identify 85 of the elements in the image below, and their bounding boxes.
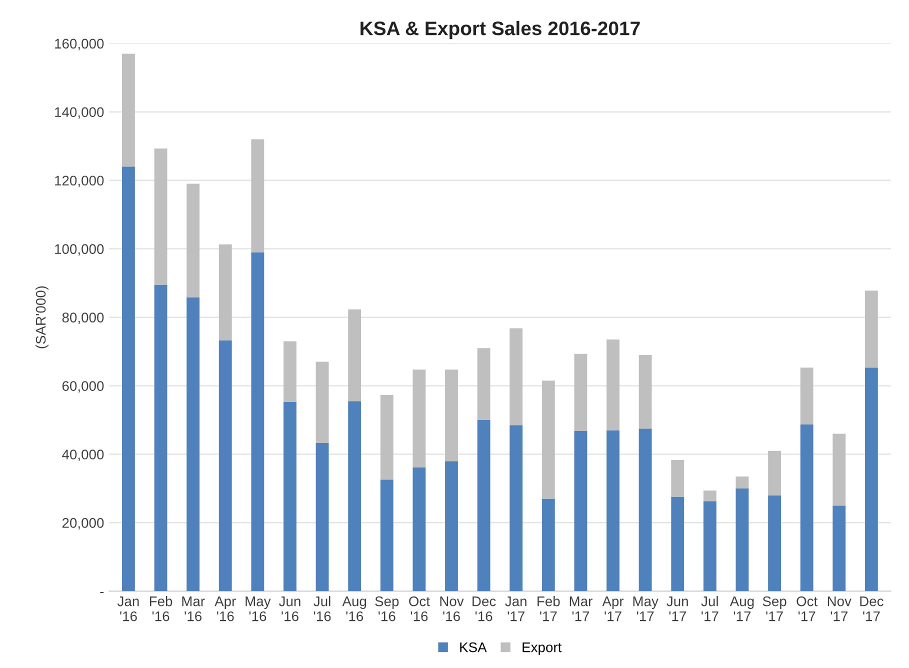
bar [736, 476, 749, 488]
bar [736, 488, 749, 592]
bar [477, 348, 490, 420]
bar [638, 354, 652, 429]
x-tick-label: Aug '17 [730, 596, 754, 622]
y-tick-label: 60,000 [62, 381, 104, 393]
x-tick-label: Apr '16 [214, 596, 236, 622]
bar [445, 461, 458, 592]
x-tick-label: Oct '17 [796, 596, 818, 622]
bar [800, 368, 814, 424]
y-tick-label: 160,000 [55, 38, 104, 50]
bar [284, 341, 296, 402]
y-tick-label: 40,000 [62, 450, 104, 462]
legend-label: Export [522, 642, 562, 655]
bar [218, 244, 232, 340]
x-tick-label: Oct '16 [409, 596, 430, 622]
legend-label: KSA [460, 642, 487, 652]
bar [380, 480, 394, 592]
bar [154, 148, 168, 285]
x-tick-label: Jun '16 [279, 596, 300, 622]
bar [316, 442, 329, 592]
bar [186, 297, 200, 592]
bar [445, 370, 458, 462]
x-tick-label: Feb '17 [538, 596, 560, 622]
y-tick-label: 20,000 [62, 518, 104, 530]
bar [703, 490, 716, 502]
bar [574, 354, 588, 431]
bar [380, 395, 394, 480]
bar [186, 184, 200, 298]
bar [864, 290, 878, 368]
bar [251, 139, 264, 252]
x-tick-label: Dec '17 [860, 596, 884, 622]
bar [251, 252, 264, 592]
bar [542, 498, 555, 592]
chart-title: KSA & Export Sales 2016-2017 [360, 20, 640, 40]
x-tick-label: Sep '16 [375, 596, 399, 622]
bar [154, 284, 168, 592]
y-tick-label: 100,000 [55, 244, 104, 256]
bar [477, 420, 490, 592]
x-tick-label: Aug '16 [342, 596, 366, 622]
x-tick-label: Sep '17 [762, 596, 786, 622]
x-tick-label: Nov '16 [440, 596, 464, 622]
x-tick-label: Feb '16 [150, 596, 172, 622]
x-tick-label: Jan '16 [117, 596, 139, 622]
bar [638, 428, 652, 592]
x-tick-label: Mar '16 [182, 596, 205, 622]
y-tick-label: 120,000 [55, 176, 104, 188]
bar [671, 496, 684, 592]
x-tick-label: Jul '17 [701, 596, 718, 622]
bar [348, 401, 362, 592]
x-tick-label: May '17 [633, 596, 658, 622]
y-axis-title: (SAR'000) [36, 286, 48, 348]
bar [768, 495, 781, 592]
x-tick-label: Nov '17 [828, 596, 852, 622]
bar [510, 328, 523, 426]
y-tick-label: - [100, 592, 104, 594]
bar [703, 501, 716, 592]
y-tick-label: 140,000 [55, 107, 104, 119]
bar [218, 340, 232, 592]
y-tick-label: 80,000 [62, 312, 104, 324]
bar [122, 166, 135, 592]
bar [412, 467, 426, 592]
bar [348, 309, 362, 402]
bar [832, 506, 846, 592]
bar [768, 450, 781, 496]
bar [606, 340, 620, 430]
bar [671, 460, 684, 497]
bar [606, 430, 620, 592]
bar [122, 54, 135, 167]
bar [412, 370, 426, 468]
x-tick-label: Jan '17 [505, 596, 526, 622]
x-tick-label: Jul '16 [314, 596, 331, 622]
x-tick-label: Apr '17 [602, 596, 624, 622]
x-tick-label: Mar '17 [570, 596, 592, 622]
bar [284, 402, 296, 592]
bar [864, 368, 878, 592]
x-tick-label: Dec '16 [472, 596, 496, 622]
bar [832, 434, 846, 506]
bar [800, 424, 814, 592]
x-tick-label: May '16 [246, 596, 271, 622]
bar [316, 362, 329, 443]
x-tick-label: Jun '17 [666, 596, 688, 622]
bar [510, 425, 523, 592]
bar [542, 380, 555, 499]
bar [574, 430, 588, 592]
